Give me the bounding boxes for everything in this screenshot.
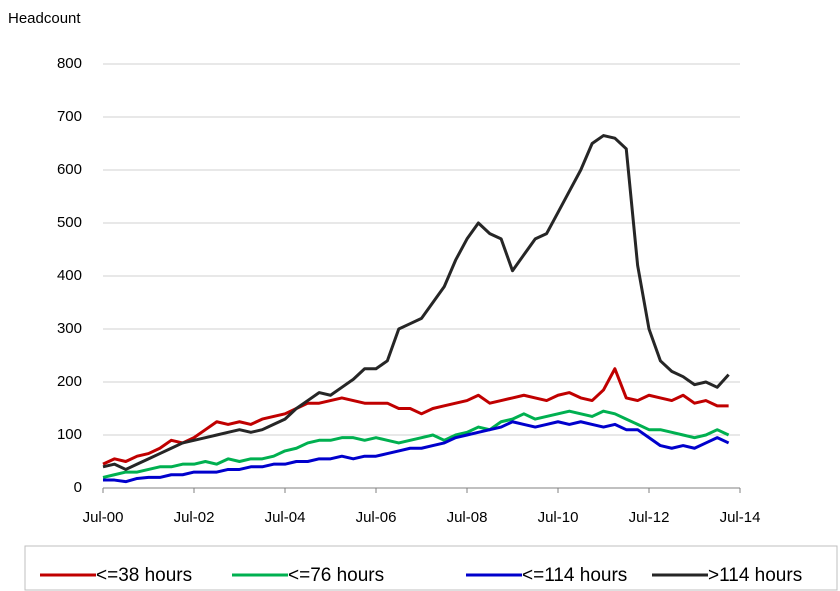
x-tick-label: Jul-12 bbox=[629, 509, 670, 526]
x-tick-label: Jul-02 bbox=[174, 509, 215, 526]
legend-box bbox=[24, 545, 838, 591]
y-tick-label: 300 bbox=[57, 320, 82, 337]
y-axis-label: Headcount bbox=[8, 10, 81, 27]
y-tick-label: 800 bbox=[57, 55, 82, 72]
series-line bbox=[102, 409, 730, 479]
y-tick-label: 100 bbox=[57, 426, 82, 443]
x-tick-label: Jul-10 bbox=[538, 509, 579, 526]
x-tick-label: Jul-06 bbox=[356, 509, 397, 526]
legend-text: <=76 hours bbox=[288, 565, 384, 586]
y-tick-label: 600 bbox=[57, 161, 82, 178]
series-line bbox=[103, 420, 730, 484]
x-tick-label: Jul-04 bbox=[265, 509, 306, 526]
x-tick-label: Jul-08 bbox=[447, 509, 488, 526]
x-tick-label: Jul-00 bbox=[83, 509, 124, 526]
y-tick-label: 700 bbox=[57, 108, 82, 125]
y-tick-label: 200 bbox=[57, 373, 82, 390]
series-line bbox=[102, 134, 730, 471]
series-line bbox=[102, 367, 729, 466]
legend-text: >114 hours bbox=[708, 565, 802, 586]
legend-text: <=38 hours bbox=[96, 565, 192, 586]
y-tick-label: 500 bbox=[57, 214, 82, 231]
x-tick-label: Jul-14 bbox=[720, 509, 761, 526]
legend-text: <=114 hours bbox=[522, 565, 627, 586]
y-tick-label: 400 bbox=[57, 267, 82, 284]
y-tick-label: 0 bbox=[74, 479, 82, 496]
